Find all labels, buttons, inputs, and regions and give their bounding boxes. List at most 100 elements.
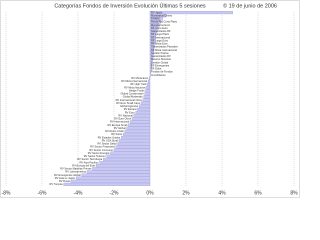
category-label: Global Moderado — [123, 95, 143, 99]
category-label: RV Sector Energía — [88, 151, 110, 155]
category-label: RV Europa Small — [108, 123, 128, 127]
bar — [110, 151, 151, 155]
bar — [149, 45, 155, 49]
bar — [146, 86, 151, 90]
bar — [149, 11, 233, 15]
category-label: Garantizados RV — [151, 54, 171, 58]
bar — [124, 129, 151, 133]
bar — [140, 101, 151, 105]
bar — [149, 17, 163, 21]
x-tick-label: -2% — [110, 190, 119, 196]
bar — [149, 42, 156, 46]
x-tick-label: 6% — [254, 190, 262, 196]
category-label: Global Conservador — [121, 92, 144, 96]
bar — [86, 170, 151, 174]
category-label: Gestión Global — [151, 60, 169, 64]
bar — [149, 61, 153, 65]
bar — [117, 142, 151, 146]
category-label: RV Sector Financiero — [90, 145, 115, 149]
category-label: RV Europa — [124, 107, 137, 111]
bar — [147, 82, 151, 86]
bar — [149, 64, 152, 68]
x-tick-label: 4% — [218, 190, 226, 196]
category-label: RV Mixta Nacional — [124, 85, 146, 89]
category-label: RV Turquía — [50, 182, 64, 186]
category-label: RV Asia ex Japón — [55, 176, 76, 180]
category-label: RV Sector Telecom — [84, 154, 106, 158]
bar — [139, 104, 151, 108]
bar — [63, 182, 151, 186]
bar — [149, 39, 156, 43]
bar — [149, 14, 167, 18]
category-label: FIAMM — [151, 17, 159, 21]
category-label: RF High Yield — [130, 82, 146, 86]
category-label: RV Reino Unido — [105, 129, 124, 133]
bar — [142, 98, 151, 102]
category-label: RF Dólar — [151, 67, 162, 71]
category-label: Renta Fija Corto Plazo — [151, 20, 178, 24]
bar — [135, 111, 151, 115]
category-label: RV Estados Unidos — [98, 135, 121, 139]
category-label: RV Sector Consumo — [89, 148, 113, 152]
category-label: RF Largo Plazo — [151, 32, 170, 36]
category-label: RV Mixta Internacional — [121, 79, 147, 83]
bar — [99, 161, 151, 165]
bar — [95, 164, 151, 168]
category-label: RV Euro Otros — [114, 117, 132, 121]
bar — [149, 73, 151, 77]
x-tick-label: 8% — [290, 190, 298, 196]
category-label: Gestión Pasiva — [151, 51, 169, 55]
bar — [121, 136, 151, 140]
category-label: Retorno Absoluto — [151, 57, 171, 61]
category-label: RV Internacional — [110, 120, 130, 124]
bar — [131, 117, 151, 121]
chart-subtitle: © 19 de junio de 2006 — [223, 2, 277, 9]
bar — [122, 132, 151, 136]
bar — [149, 29, 158, 33]
category-label: RV Sector Salud — [97, 142, 117, 146]
category-label: Garantizados RF — [151, 29, 171, 33]
x-tick-label: -8% — [2, 190, 11, 196]
bar — [149, 26, 159, 30]
bar — [149, 36, 156, 40]
bar — [115, 145, 151, 149]
category-label: RF Internacional — [151, 35, 170, 39]
category-label: RV Mixta Euro — [131, 76, 148, 80]
bar — [143, 95, 151, 99]
bar — [113, 148, 151, 152]
bar — [76, 176, 151, 180]
category-label: RV Euro Small Caps — [116, 101, 140, 105]
category-label: RV USA Small — [102, 138, 119, 142]
x-tick-label: -4% — [74, 190, 83, 196]
bar — [149, 23, 160, 27]
category-label: RF Corto Euro — [151, 26, 168, 30]
bar — [149, 32, 157, 36]
category-label: Fondos de Fondos — [151, 70, 173, 74]
bar — [70, 179, 151, 183]
category-label: RV Sector Materias Primas — [60, 167, 92, 171]
bar — [133, 114, 151, 118]
bar — [148, 79, 151, 83]
bar — [149, 48, 155, 52]
x-tick-label: 0% — [146, 190, 154, 196]
bar — [126, 126, 151, 130]
chart: Categorías Fondos de Inversión Evolución… — [0, 0, 300, 198]
category-label: RF Mixta Internacional — [151, 48, 177, 52]
category-label: RV Europa del Este — [72, 163, 95, 167]
bar — [106, 154, 151, 158]
category-label: RV Euro — [125, 110, 135, 114]
category-label: Hedge Funds — [129, 88, 145, 92]
category-label: RV Latinoamérica — [65, 170, 86, 174]
category-label: RF Emergentes — [151, 63, 170, 67]
category-label: RV Japón — [151, 10, 163, 14]
category-label: RV Nacional — [118, 113, 133, 117]
category-label: Inmobiliarios — [151, 73, 166, 77]
x-tick-label: 2% — [182, 190, 190, 196]
category-label: RV Emergentes Global — [54, 173, 81, 177]
category-label: RV Sector Tecnología — [77, 157, 103, 161]
bar — [149, 54, 154, 58]
category-label: Global Agresivo — [120, 104, 139, 108]
bar — [92, 167, 151, 171]
bar — [81, 173, 151, 177]
bar — [149, 57, 153, 61]
